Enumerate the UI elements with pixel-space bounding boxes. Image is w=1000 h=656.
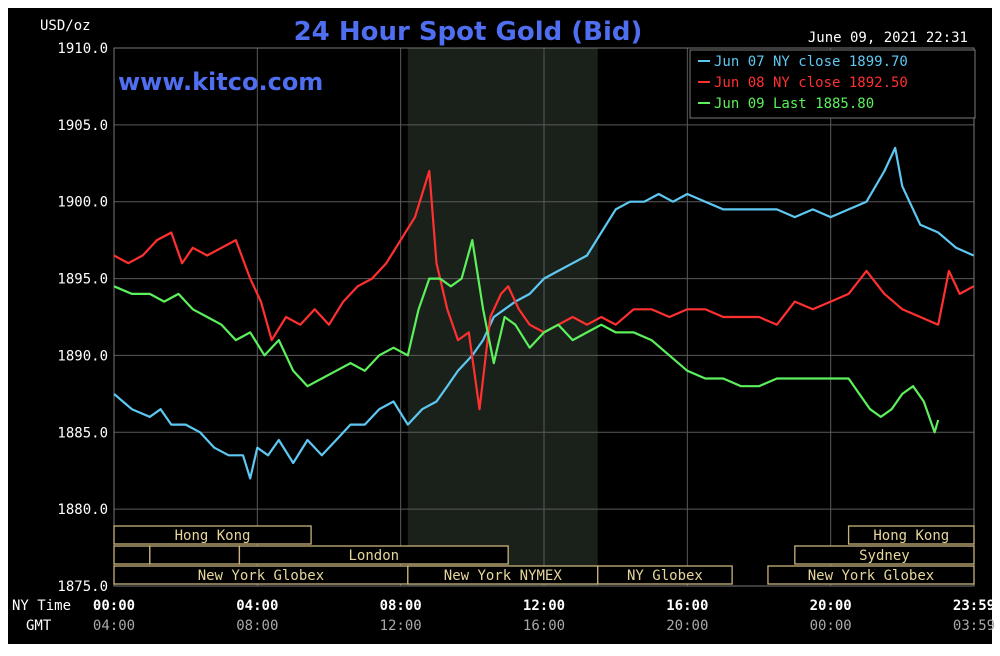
session-label: New York Globex bbox=[198, 568, 324, 584]
session-box bbox=[794, 545, 975, 565]
y-tick-label: 1900.0 bbox=[57, 195, 108, 211]
x-tick-labels: 00:00 04:00 08:00 12:00 16:00 20:00 23:59 04:00… bbox=[93, 598, 995, 634]
session-box bbox=[149, 545, 241, 565]
nymex-session-highlight bbox=[407, 48, 598, 586]
y-tick-label: 1905.0 bbox=[57, 118, 108, 134]
x-tick-label-ny: 20:00 bbox=[810, 598, 852, 614]
price-series bbox=[113, 146, 975, 480]
x-tick-label-ny: 00:00 bbox=[93, 598, 135, 614]
x-tick-label-gmt: 20:00 bbox=[666, 618, 708, 634]
session-box bbox=[238, 545, 509, 565]
y-tick-label: 1875.0 bbox=[57, 579, 108, 595]
legend-entry: Jun 09 Last 1885.80 bbox=[714, 96, 874, 112]
session-box bbox=[113, 545, 151, 565]
x-tick-label-gmt: 03:59 bbox=[953, 618, 995, 634]
session-box bbox=[597, 565, 733, 585]
series-line bbox=[113, 239, 940, 434]
session-label: New York NYMEX bbox=[444, 568, 563, 584]
session-label: Sydney bbox=[859, 548, 910, 564]
market-sessions: Hong Kong Hong Kong London Sydney New York G… bbox=[113, 525, 975, 585]
x-tick-label-ny: 04:00 bbox=[236, 598, 278, 614]
y-tick-label: 1910.0 bbox=[57, 41, 108, 57]
session-box bbox=[113, 525, 312, 545]
legend: Jun 07 NY close 1899.70 Jun 08 NY close 1… bbox=[698, 54, 908, 112]
chart-title: 24 Hour Spot Gold (Bid) bbox=[294, 17, 643, 47]
y-tick-labels: 1875.0 1880.0 1885.0 1890.0 1895.0 1900.0 1905… bbox=[57, 41, 108, 595]
gmt-axis-label: GMT bbox=[26, 618, 52, 634]
timestamp: June 09, 2021 22:31 bbox=[808, 30, 968, 46]
x-tick-label-gmt: 12:00 bbox=[380, 618, 422, 634]
legend-entry: Jun 07 NY close 1899.70 bbox=[714, 54, 908, 70]
x-tick-label-gmt: 16:00 bbox=[523, 618, 565, 634]
plot-border bbox=[113, 47, 975, 587]
session-box bbox=[767, 565, 975, 585]
y-tick-label: 1890.0 bbox=[57, 348, 108, 364]
session-label: NY Globex bbox=[627, 568, 703, 584]
x-tick-label-ny: 23:59 bbox=[953, 598, 995, 614]
ny-time-axis-label: NY Time bbox=[12, 598, 71, 614]
y-tick-label: 1895.0 bbox=[57, 272, 108, 288]
y-tick-label: 1880.0 bbox=[57, 502, 108, 518]
y-axis-unit-label: USD/oz bbox=[40, 18, 91, 34]
session-label: Hong Kong bbox=[873, 528, 949, 544]
session-label: Hong Kong bbox=[175, 528, 251, 544]
y-tick-label: 1885.0 bbox=[57, 425, 108, 441]
session-label: London bbox=[349, 548, 400, 564]
session-box bbox=[847, 525, 975, 545]
x-tick-label-ny: 12:00 bbox=[523, 598, 565, 614]
x-tick-label-gmt: 04:00 bbox=[93, 618, 135, 634]
series-line bbox=[113, 146, 975, 480]
session-label: New York Globex bbox=[808, 568, 934, 584]
grid-lines bbox=[113, 47, 975, 587]
series-line bbox=[113, 169, 975, 411]
x-tick-label-ny: 16:00 bbox=[666, 598, 708, 614]
x-tick-label-gmt: 00:00 bbox=[810, 618, 852, 634]
x-tick-label-gmt: 08:00 bbox=[236, 618, 278, 634]
website-label: www.kitco.com bbox=[118, 68, 323, 96]
legend-box bbox=[689, 49, 976, 119]
legend-entry: Jun 08 NY close 1892.50 bbox=[714, 75, 908, 91]
x-tick-label-ny: 08:00 bbox=[380, 598, 422, 614]
